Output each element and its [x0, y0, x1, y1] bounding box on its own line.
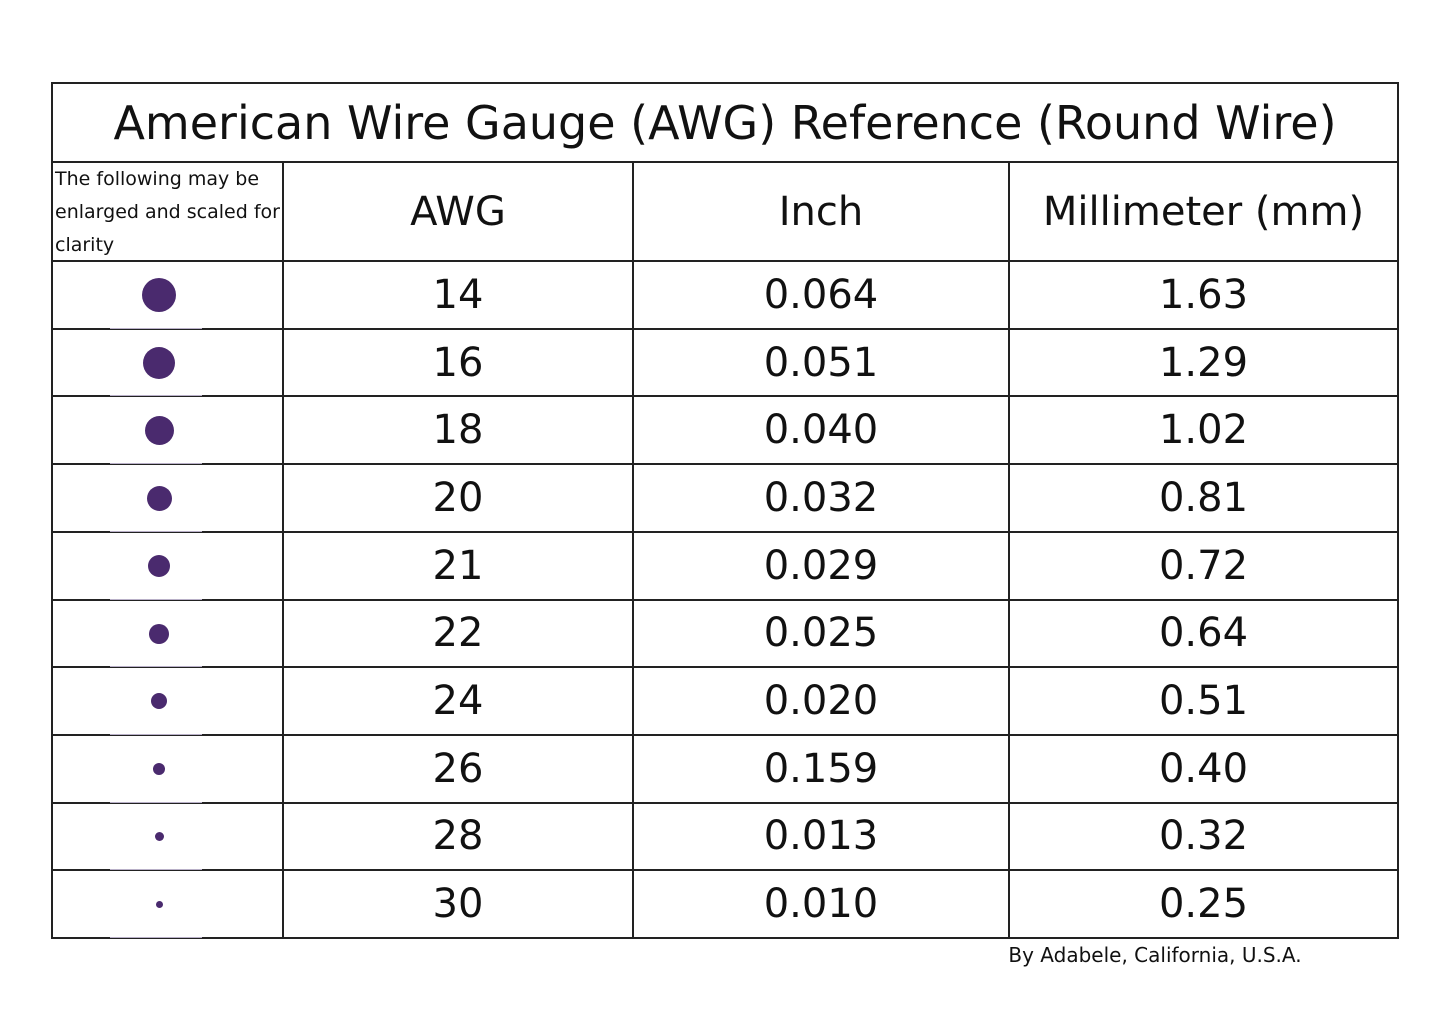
table-cell: 14: [432, 271, 484, 318]
row-border: [52, 161, 1398, 163]
table-cell: 24: [432, 678, 484, 725]
row-border: [52, 869, 1398, 872]
wire-dot: [144, 415, 174, 445]
table-cell: 22: [432, 610, 484, 657]
column-header: Inch: [778, 188, 864, 235]
wire-dot: [149, 623, 169, 644]
column-header: Millimeter (mm): [1042, 188, 1365, 235]
column-border: [282, 162, 284, 938]
column-border: [1008, 162, 1010, 938]
table-title: American Wire Gauge (AWG) Reference (Rou…: [113, 96, 1337, 150]
row-border: [52, 260, 1398, 262]
row-border: [52, 327, 1398, 330]
table-cell: 21: [432, 542, 484, 589]
table-cell: 30: [432, 881, 484, 928]
wire-underline: [110, 463, 202, 465]
wire-dot: [146, 485, 172, 511]
table-cell: 1.29: [1158, 339, 1249, 386]
table-cell: 0.032: [763, 474, 879, 521]
row-border: [52, 530, 1398, 533]
wire-underline: [110, 530, 202, 532]
table-cell: 0.64: [1158, 610, 1249, 657]
table-cell: 0.013: [763, 813, 879, 860]
wire-dot: [153, 762, 165, 775]
table-cell: 0.010: [763, 881, 879, 928]
wire-underline: [110, 598, 202, 600]
wire-underline: [110, 869, 202, 871]
row-border: [52, 463, 1398, 466]
wire-underline: [110, 395, 202, 397]
table-cell: 20: [432, 474, 484, 521]
wire-dot: [142, 278, 176, 312]
wire-underline: [110, 937, 202, 938]
table-cell: 0.32: [1158, 813, 1249, 860]
table-cell: 0.025: [763, 610, 879, 657]
table-cell: 1.02: [1158, 407, 1249, 454]
wire-dot: [143, 346, 175, 379]
table-cell: 0.064: [763, 271, 879, 318]
table-cell: 0.25: [1158, 881, 1249, 928]
row-border: [52, 733, 1398, 736]
row-border: [52, 598, 1398, 601]
row-border: [52, 666, 1398, 669]
column-header: AWG: [410, 188, 506, 235]
row-border: [52, 801, 1398, 804]
table-cell: 0.51: [1158, 678, 1249, 725]
column-border: [632, 162, 634, 938]
table-cell: 0.40: [1158, 745, 1249, 792]
table-cell: 0.029: [763, 542, 879, 589]
table-cell: 0.040: [763, 407, 879, 454]
wire-underline: [110, 666, 202, 668]
table-cell: 0.159: [763, 745, 879, 792]
table-cell: 0.051: [763, 339, 879, 386]
wire-dot: [154, 832, 164, 842]
scale-note: The following may be enlarged and scaled…: [55, 167, 280, 256]
table-cell: 16: [432, 339, 484, 386]
footer-credit: By Adabele, California, U.S.A.: [1008, 943, 1302, 967]
wire-underline: [110, 733, 202, 735]
wire-underline: [110, 801, 202, 803]
table-cell: 0.020: [763, 678, 879, 725]
table-cell: 26: [432, 745, 484, 792]
awg-table: [51, 82, 1399, 939]
wire-dot: [155, 900, 163, 908]
wire-underline: [110, 327, 202, 329]
table-cell: 18: [432, 407, 484, 454]
wire-dot: [151, 693, 167, 710]
wire-dot: [148, 554, 170, 577]
table-cell: 28: [432, 813, 484, 860]
row-border: [52, 395, 1398, 398]
table-cell: 0.72: [1158, 542, 1249, 589]
table-cell: 0.81: [1158, 474, 1249, 521]
table-cell: 1.63: [1158, 271, 1249, 318]
